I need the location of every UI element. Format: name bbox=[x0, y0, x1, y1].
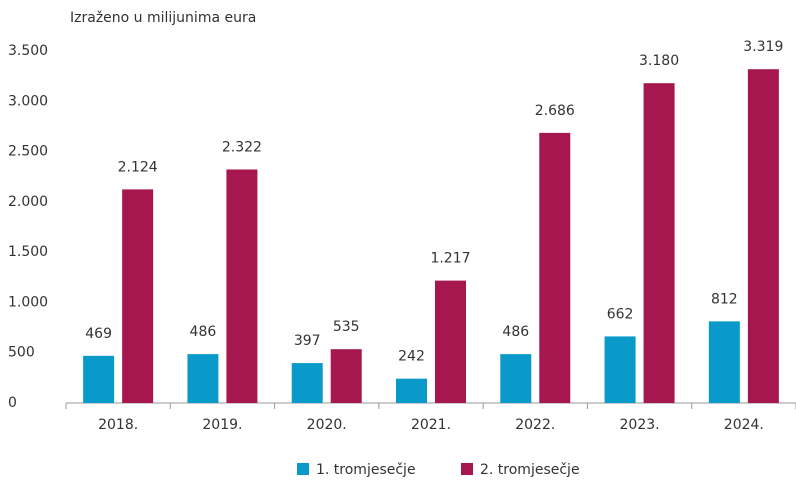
bar bbox=[187, 354, 219, 403]
value-label: 469 bbox=[85, 326, 112, 342]
bar bbox=[500, 354, 532, 403]
bar bbox=[539, 132, 571, 403]
y-tick-label: 2.500 bbox=[8, 144, 48, 160]
value-label: 535 bbox=[333, 319, 360, 335]
value-label: 242 bbox=[398, 349, 425, 365]
y-tick-label: 3.000 bbox=[8, 93, 48, 109]
y-tick-label: 0 bbox=[8, 395, 17, 411]
y-tick-label: 3.500 bbox=[8, 43, 48, 59]
x-tick-label: 2019. bbox=[202, 417, 242, 433]
x-tick-label: 2020. bbox=[307, 417, 347, 433]
bar bbox=[708, 321, 740, 403]
y-tick-label: 2.000 bbox=[8, 194, 48, 210]
bar bbox=[83, 355, 115, 403]
value-label: 2.124 bbox=[118, 159, 158, 175]
y-tick-label: 1.000 bbox=[8, 294, 48, 310]
legend-swatch bbox=[297, 463, 309, 475]
bar bbox=[435, 280, 466, 403]
value-label: 486 bbox=[502, 324, 529, 340]
bar bbox=[604, 336, 636, 403]
bar bbox=[122, 189, 154, 403]
value-label: 397 bbox=[294, 333, 321, 349]
x-tick-label: 2023. bbox=[620, 417, 660, 433]
x-tick-label: 2024. bbox=[724, 417, 764, 433]
legend-swatch bbox=[461, 463, 473, 475]
y-axis-label: Izraženo u milijunima eura bbox=[70, 10, 256, 26]
bar bbox=[396, 378, 427, 403]
value-label: 1.217 bbox=[430, 251, 470, 267]
legend-label: 1. tromjesečje bbox=[316, 462, 416, 478]
value-label: 2.686 bbox=[535, 103, 575, 119]
y-tick-label: 1.500 bbox=[8, 244, 48, 260]
legend-label: 2. tromjesečje bbox=[480, 462, 580, 478]
value-label: 812 bbox=[711, 291, 738, 307]
x-tick-label: 2021. bbox=[411, 417, 451, 433]
x-tick-label: 2022. bbox=[515, 417, 555, 433]
value-label: 3.319 bbox=[743, 39, 783, 55]
value-label: 486 bbox=[190, 324, 217, 340]
bar bbox=[226, 169, 258, 403]
value-label: 3.180 bbox=[639, 53, 679, 69]
value-label: 662 bbox=[607, 306, 634, 322]
y-tick-label: 500 bbox=[8, 345, 35, 361]
value-label: 2.322 bbox=[222, 139, 262, 155]
bar bbox=[330, 349, 362, 403]
bar bbox=[291, 363, 323, 403]
bar bbox=[643, 83, 675, 403]
x-tick-label: 2018. bbox=[98, 417, 138, 433]
bar bbox=[747, 69, 779, 403]
